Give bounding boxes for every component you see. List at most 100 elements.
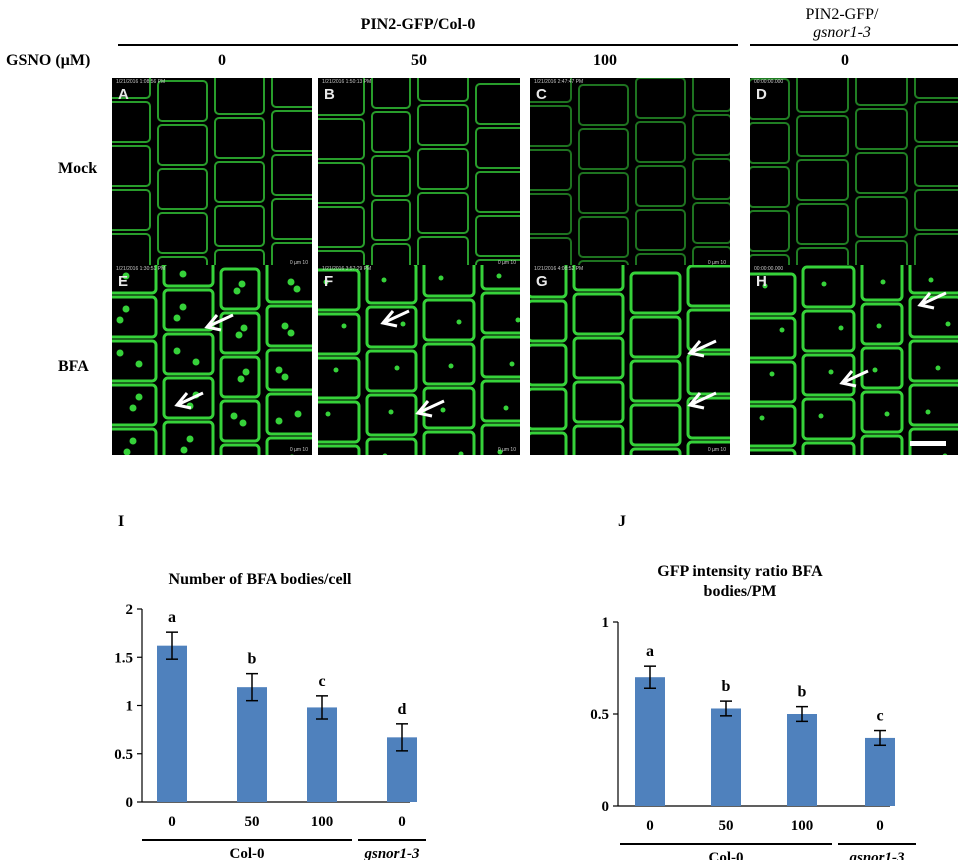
cell-outline — [750, 254, 790, 268]
cell-outline — [796, 247, 849, 268]
cell-outline — [629, 359, 682, 403]
bfa-body — [448, 363, 454, 369]
cell-outline — [914, 145, 958, 187]
scale-overlay-text: 0 µm 10 — [497, 447, 516, 453]
cell-outline — [530, 237, 572, 268]
cell-outline — [801, 441, 856, 455]
bfa-body — [394, 365, 400, 371]
arrow-indicator — [687, 391, 717, 410]
cell-outline — [572, 424, 625, 455]
group-label-gsnor: gsnor1-3 — [363, 846, 420, 860]
cell-outline — [318, 268, 361, 312]
cell-outline — [265, 348, 312, 392]
bfa-body — [509, 361, 515, 367]
bfa-body — [230, 412, 238, 420]
micrograph-panel-c: 1/21/2016 2:47:47 PM C 0 µm 10 — [530, 78, 730, 268]
cell-outline — [157, 124, 208, 166]
cell-outline — [157, 256, 208, 268]
bar — [787, 714, 817, 806]
cell-outline — [475, 259, 520, 268]
cell-outline — [908, 339, 958, 383]
micrograph-panel-b: 1/21/2016 1:50:13 PM B 0 µm 10 — [318, 78, 520, 268]
group-rule-gsnor — [750, 44, 958, 46]
cell-outline — [860, 302, 904, 346]
cell-outline — [855, 196, 908, 238]
chart-title-line1: GFP intensity ratio BFA — [657, 563, 823, 580]
cell-outline — [572, 380, 625, 424]
cell-outline — [796, 203, 849, 245]
cell-outline — [475, 215, 520, 257]
bfa-body — [872, 367, 878, 373]
cell-outline — [162, 420, 215, 455]
bar — [865, 737, 895, 806]
scale-bar — [910, 441, 946, 446]
cell-outline — [801, 265, 856, 309]
cell-outline — [750, 272, 797, 316]
x-tick-label: 0 — [168, 814, 176, 830]
cell-outline — [417, 104, 469, 146]
gsno-label: GSNO (µM) — [6, 52, 91, 69]
cell-outline — [417, 78, 469, 102]
bfa-body — [287, 278, 295, 286]
bfa-body — [769, 371, 775, 377]
cell-outline — [686, 308, 730, 352]
cell-walls-image — [112, 78, 312, 268]
panel-label: E — [118, 273, 129, 290]
bfa-body — [281, 322, 289, 330]
cell-outline — [635, 78, 686, 119]
scale-overlay-text: 0 µm 10 — [289, 447, 308, 453]
conc-label-100: 100 — [593, 52, 617, 69]
cell-outline — [572, 292, 625, 336]
bfa-body — [242, 368, 250, 376]
x-tick-label: 0 — [876, 818, 884, 834]
scale-overlay-text: 0 µm 10 — [707, 260, 726, 266]
x-tick-label: 0 — [646, 818, 654, 834]
significance-letter: d — [398, 701, 407, 718]
bfa-body — [884, 411, 890, 417]
cell-outline — [635, 165, 686, 207]
bfa-body — [173, 347, 181, 355]
bfa-body — [186, 435, 194, 443]
bfa-body — [945, 321, 951, 327]
cell-outline — [271, 198, 312, 240]
y-tick-label: 2 — [126, 602, 134, 618]
bfa-body — [876, 323, 882, 329]
cell-outline — [796, 78, 849, 113]
cell-outline — [692, 114, 730, 156]
cell-outline — [112, 383, 158, 427]
bfa-body — [116, 349, 124, 357]
timestamp-overlay: 1/21/2016 4:08:52 PM — [534, 266, 584, 272]
cell-outline — [157, 168, 208, 210]
group-title-gsnor-line1: PIN2-GFP/ — [805, 6, 879, 23]
cell-outline — [318, 118, 365, 160]
cell-outline — [480, 423, 520, 455]
panel-label: G — [536, 273, 548, 290]
scale-overlay-text: 0 µm 10 — [707, 447, 726, 453]
cell-outline — [578, 84, 629, 126]
cell-outline — [318, 444, 361, 455]
bfa-body — [438, 275, 444, 281]
conc-label-gsnor-0: 0 — [841, 52, 849, 69]
cell-outline — [855, 240, 908, 268]
cell-outline — [162, 376, 215, 420]
bar — [157, 645, 187, 802]
bar — [711, 708, 741, 806]
bfa-body — [928, 277, 934, 283]
cell-outline — [796, 115, 849, 157]
cell-outline — [371, 155, 411, 197]
cell-outline — [365, 437, 418, 455]
cell-outline — [855, 78, 908, 106]
cell-outline — [162, 265, 215, 288]
scale-overlay-text: 0 µm 10 — [497, 260, 516, 266]
cell-outline — [860, 265, 904, 302]
cell-outline — [318, 400, 361, 444]
arrow-indicator — [174, 391, 204, 410]
cell-outline — [112, 295, 158, 339]
bfa-body — [293, 285, 301, 293]
cell-outline — [750, 404, 797, 448]
bfa-body — [497, 449, 503, 455]
cell-outline — [914, 78, 958, 99]
bfa-body — [458, 451, 464, 455]
cell-outline — [692, 202, 730, 244]
cell-outline — [750, 360, 797, 404]
